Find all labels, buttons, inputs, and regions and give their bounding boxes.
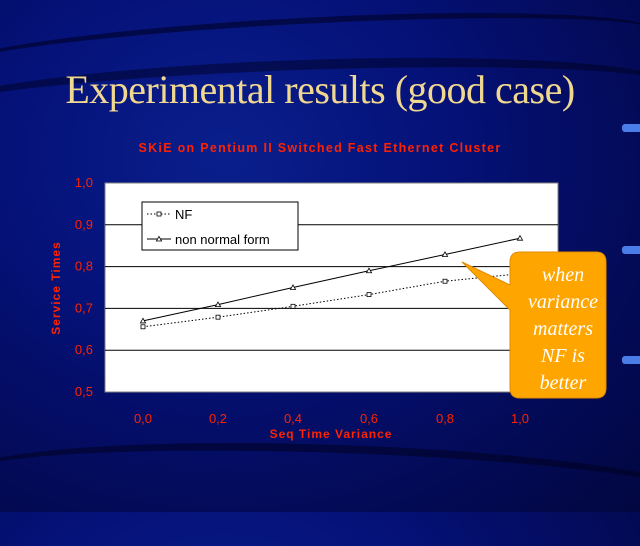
line-chart: 1,0 0,9 0,8 0,7 0,6 0,5 0,0 0,2 0,4 0,6 0,8 1,0 Seq … [49,175,607,441]
callout-text: when variance matters NF is better [512,262,614,397]
data-point [215,314,221,320]
data-point [365,267,373,274]
y-tick-label: 0,7 [75,300,93,315]
y-tick-label: 0,9 [75,217,93,232]
y-tick-label: 0,5 [75,384,93,399]
data-point [516,234,524,241]
y-tick-label: 0,6 [75,342,93,357]
legend [141,201,299,251]
callout-line: matters [533,318,593,340]
callout-line: NF is [541,345,585,367]
x-tick-label: 0,6 [360,411,378,426]
data-point [214,301,222,308]
y-tick-label: 1,0 [75,175,93,190]
y-tick-label: 0,8 [75,259,93,274]
callout-line: variance [528,291,598,313]
legend-marker [155,235,163,242]
x-axis-title: Seq Time Variance [270,427,393,441]
chart-title: SKiE on Pentium II Switched Fast Etherne… [138,141,502,155]
callout-line: when [541,264,585,286]
y-axis-title: Service Times [49,241,63,335]
series-line [142,237,521,322]
edge-decoration [622,124,640,132]
legend-label: non normal form [175,232,270,247]
slide-title: Experimental results (good case) [65,67,575,112]
x-tick-label: 1,0 [511,411,529,426]
edge-decoration [622,246,640,254]
legend-label: NF [175,207,192,222]
series-line [142,273,521,328]
data-point [290,303,296,309]
data-point [441,251,449,257]
x-tick-label: 0,4 [284,411,302,426]
data-point [140,324,146,330]
legend-marker [156,211,162,217]
data-point [442,278,448,284]
data-point [139,317,147,324]
data-point [366,292,372,298]
data-point [289,284,297,290]
x-tick-label: 0,8 [436,411,454,426]
x-tick-label: 0,0 [134,411,152,426]
edge-decoration [622,356,640,364]
callout-box [461,251,607,399]
callout-line: better [539,372,587,394]
x-tick-label: 0,2 [209,411,227,426]
